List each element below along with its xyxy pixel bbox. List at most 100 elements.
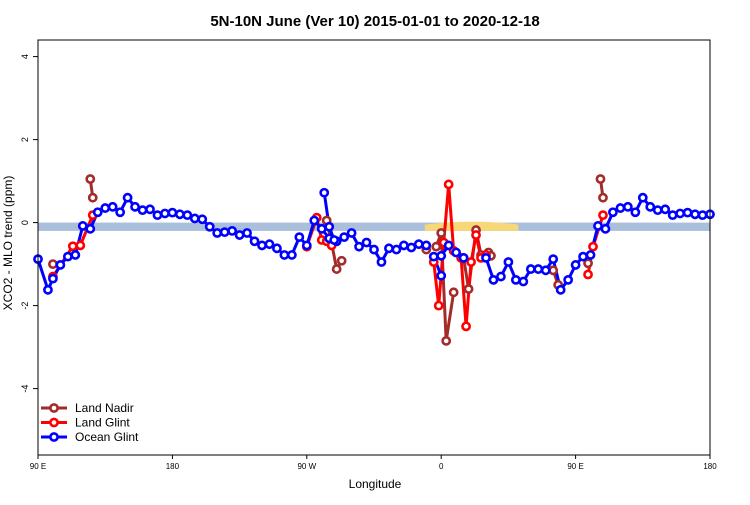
data-point-2-0-21 <box>189 213 200 224</box>
legend-label-2: Ocean Glint <box>75 430 139 444</box>
data-point-2-0-42 <box>346 228 357 238</box>
reference-band <box>38 222 710 231</box>
data-point-2-0-32 <box>272 243 282 254</box>
legend-label-0: Land Nadir <box>75 401 134 415</box>
data-point-2-0-50 <box>406 242 417 253</box>
data-point-2-0-38 <box>316 223 327 234</box>
data-point-2-0-13 <box>130 201 140 212</box>
data-point-2-0-16 <box>152 210 163 221</box>
data-point-2-0-48 <box>391 244 402 255</box>
data-point-0-1-0 <box>85 174 96 184</box>
data-point-2-0-41 <box>339 232 350 243</box>
data-point-2-3-3 <box>458 252 469 263</box>
y-tick-label-0: 4 <box>20 54 30 59</box>
data-point-2-0-5 <box>70 250 81 260</box>
plot-area <box>33 174 715 346</box>
data-point-2-4-17 <box>608 207 618 218</box>
data-point-2-0-15 <box>145 204 155 215</box>
chart-title: 5N-10N June (Ver 10) 2015-01-01 to 2020-… <box>210 13 539 30</box>
data-point-2-4-13 <box>578 251 588 262</box>
data-point-2-4-23 <box>652 205 663 216</box>
x-tick-label-2: 90 W <box>297 462 316 471</box>
data-point-2-0-14 <box>137 205 148 216</box>
x-tick-label-3: 0 <box>439 462 444 471</box>
data-point-0-4-1 <box>436 228 447 238</box>
data-point-2-3-1 <box>443 240 454 251</box>
data-point-1-0-1 <box>67 241 78 252</box>
data-point-0-0-0 <box>48 259 58 269</box>
plot-frame <box>37 39 711 456</box>
data-point-2-0-43 <box>354 241 364 252</box>
data-point-2-4-0 <box>481 252 491 263</box>
data-point-0-2-3 <box>336 255 347 266</box>
data-point-2-4-7 <box>533 264 544 274</box>
data-point-1-3-0 <box>583 269 593 280</box>
data-point-2-3-0 <box>436 250 447 261</box>
data-point-2-4-3 <box>503 257 514 267</box>
data-point-1-2-1 <box>433 300 444 311</box>
data-point-2-4-6 <box>525 264 536 274</box>
data-point-2-0-9 <box>100 203 111 213</box>
data-point-1-0-2 <box>75 240 86 251</box>
data-point-2-0-47 <box>384 243 394 254</box>
x-tick-label-5: 180 <box>703 462 717 471</box>
data-point-2-4-10 <box>555 284 566 295</box>
data-point-0-1-1 <box>87 192 98 203</box>
data-point-2-2-0 <box>428 251 439 262</box>
legend-marker-1 <box>49 417 59 428</box>
data-point-2-4-18 <box>615 203 626 213</box>
legend-marker-0 <box>49 403 59 413</box>
data-point-2-0-2 <box>48 273 58 284</box>
y-tick-label-4: -4 <box>20 385 30 393</box>
data-point-2-4-25 <box>667 210 678 221</box>
x-tick-label-0: 90 E <box>30 462 46 471</box>
data-point-2-0-35 <box>294 232 305 243</box>
data-point-2-0-33 <box>279 250 290 260</box>
data-point-2-0-30 <box>257 240 267 251</box>
data-point-0-9-1 <box>598 192 608 203</box>
data-point-2-0-19 <box>174 209 185 220</box>
data-point-2-0-36 <box>301 240 312 251</box>
data-point-0-9-0 <box>595 174 606 184</box>
data-point-2-4-21 <box>637 192 648 203</box>
data-point-2-4-14 <box>585 250 596 260</box>
data-point-2-0-8 <box>92 207 103 218</box>
data-point-2-4-1 <box>488 274 499 285</box>
data-point-2-0-10 <box>107 201 118 212</box>
data-point-2-2-1 <box>436 270 447 281</box>
y-tick-label-2: 0 <box>20 220 30 225</box>
data-point-2-4-22 <box>645 201 656 212</box>
data-point-2-1-1 <box>324 221 335 232</box>
data-point-2-4-29 <box>697 210 708 221</box>
data-point-2-4-16 <box>600 223 611 234</box>
data-point-1-2-7 <box>466 257 476 267</box>
data-point-0-4-0 <box>431 241 442 252</box>
y-axis-label: XCO2 - MLO trend (ppm) <box>1 176 15 311</box>
data-point-2-0-7 <box>85 223 96 234</box>
data-point-1-3-1 <box>588 241 598 252</box>
data-point-2-0-6 <box>77 221 88 231</box>
data-point-1-2-6 <box>461 321 471 332</box>
data-point-1-2-8 <box>471 230 481 240</box>
y-tick-label-3: -2 <box>20 302 30 310</box>
data-point-2-4-24 <box>660 204 671 215</box>
data-point-2-0-28 <box>242 228 252 238</box>
data-point-2-4-9 <box>548 254 559 265</box>
data-point-2-4-8 <box>540 265 551 276</box>
data-point-2-0-31 <box>264 239 275 250</box>
data-point-2-0-44 <box>361 237 372 248</box>
data-point-2-4-5 <box>518 276 529 287</box>
x-tick-label-1: 180 <box>166 462 180 471</box>
data-point-2-4-19 <box>622 201 633 212</box>
data-point-0-4-2 <box>441 335 452 346</box>
data-point-0-7-0 <box>548 265 559 276</box>
data-point-0-4-3 <box>448 287 459 298</box>
data-point-2-0-51 <box>413 239 424 250</box>
data-point-2-4-27 <box>682 207 693 218</box>
data-point-2-0-1 <box>43 284 53 295</box>
data-point-2-4-11 <box>563 274 574 285</box>
data-point-2-0-52 <box>421 240 432 251</box>
data-point-2-4-12 <box>570 260 581 270</box>
